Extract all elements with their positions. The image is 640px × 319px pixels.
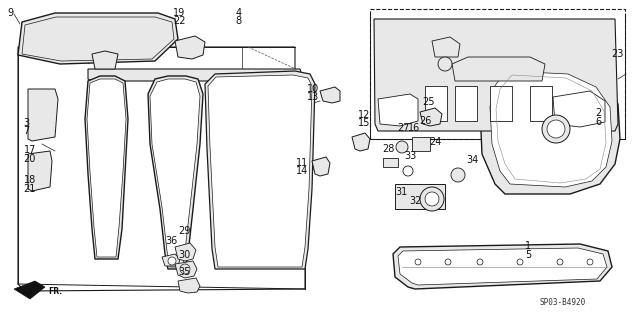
Circle shape [415, 259, 421, 265]
Text: 34: 34 [466, 155, 478, 166]
Text: 13: 13 [307, 92, 319, 102]
Polygon shape [150, 79, 200, 267]
Text: 21: 21 [24, 184, 36, 194]
Text: 30: 30 [178, 250, 190, 260]
Text: 32: 32 [410, 196, 422, 206]
Polygon shape [175, 36, 205, 59]
Circle shape [32, 165, 44, 177]
Text: 19: 19 [173, 8, 185, 19]
Circle shape [425, 192, 439, 206]
Circle shape [445, 259, 451, 265]
Polygon shape [320, 87, 340, 103]
Text: 6: 6 [595, 117, 602, 127]
Bar [455, 86, 477, 121]
Circle shape [547, 120, 565, 138]
Text: 26: 26 [419, 116, 431, 126]
Polygon shape [175, 243, 196, 261]
Bar [395, 184, 445, 209]
Text: 15: 15 [358, 118, 371, 129]
Text: 23: 23 [611, 49, 623, 59]
Bar [412, 137, 430, 151]
Polygon shape [88, 69, 302, 81]
Circle shape [451, 168, 465, 182]
Polygon shape [87, 79, 126, 257]
Polygon shape [420, 108, 442, 126]
Text: 11: 11 [296, 158, 308, 168]
Text: 22: 22 [173, 16, 186, 26]
Circle shape [420, 187, 444, 211]
Polygon shape [432, 37, 460, 57]
Text: 29: 29 [178, 226, 190, 236]
Circle shape [477, 259, 483, 265]
Bar [530, 86, 552, 121]
Polygon shape [398, 248, 607, 285]
Text: 10: 10 [307, 84, 319, 94]
Text: 5: 5 [525, 250, 531, 260]
Polygon shape [14, 281, 45, 299]
Text: 17: 17 [24, 145, 36, 155]
Polygon shape [490, 71, 612, 187]
Circle shape [557, 259, 563, 265]
Polygon shape [452, 57, 545, 81]
Circle shape [168, 257, 176, 265]
Text: 25: 25 [422, 97, 435, 107]
Text: 1: 1 [525, 241, 531, 251]
Bar [383, 158, 398, 167]
Circle shape [403, 166, 413, 176]
Bar [490, 86, 512, 121]
Text: FR.: FR. [48, 286, 62, 295]
Polygon shape [205, 71, 315, 269]
Text: 27: 27 [397, 123, 410, 133]
Text: 36: 36 [165, 236, 177, 247]
Polygon shape [352, 133, 370, 151]
Circle shape [396, 141, 408, 153]
Text: 8: 8 [236, 16, 242, 26]
Polygon shape [175, 261, 197, 278]
Polygon shape [148, 76, 203, 269]
Polygon shape [28, 89, 58, 141]
Text: 28: 28 [382, 144, 394, 154]
Polygon shape [18, 47, 305, 291]
Text: 35: 35 [178, 267, 190, 277]
Polygon shape [92, 51, 118, 69]
Text: 14: 14 [296, 166, 308, 176]
Polygon shape [28, 151, 52, 191]
Text: 12: 12 [358, 110, 371, 120]
Polygon shape [178, 278, 200, 293]
Polygon shape [480, 59, 620, 194]
Bar [425, 86, 447, 121]
Circle shape [542, 115, 570, 143]
Text: 3: 3 [24, 118, 30, 128]
Polygon shape [553, 91, 605, 127]
Text: 16: 16 [408, 123, 420, 133]
Polygon shape [162, 254, 180, 266]
Text: 20: 20 [24, 153, 36, 164]
Polygon shape [85, 76, 128, 259]
Polygon shape [18, 13, 178, 64]
Circle shape [587, 259, 593, 265]
Text: 31: 31 [396, 187, 408, 197]
Circle shape [180, 264, 190, 274]
Text: 33: 33 [404, 151, 417, 161]
Text: 18: 18 [24, 175, 36, 185]
Polygon shape [374, 19, 618, 131]
Text: 7: 7 [24, 126, 30, 137]
Text: 9: 9 [8, 8, 14, 18]
Text: 4: 4 [236, 8, 242, 19]
Text: 2: 2 [595, 108, 602, 118]
Text: SP03-B4920: SP03-B4920 [540, 298, 586, 307]
Polygon shape [393, 244, 612, 289]
Polygon shape [208, 75, 312, 267]
Circle shape [438, 57, 452, 71]
Polygon shape [378, 94, 418, 126]
Bar [370, 9, 625, 139]
Circle shape [517, 259, 523, 265]
Polygon shape [312, 157, 330, 176]
Text: 24: 24 [429, 137, 441, 147]
